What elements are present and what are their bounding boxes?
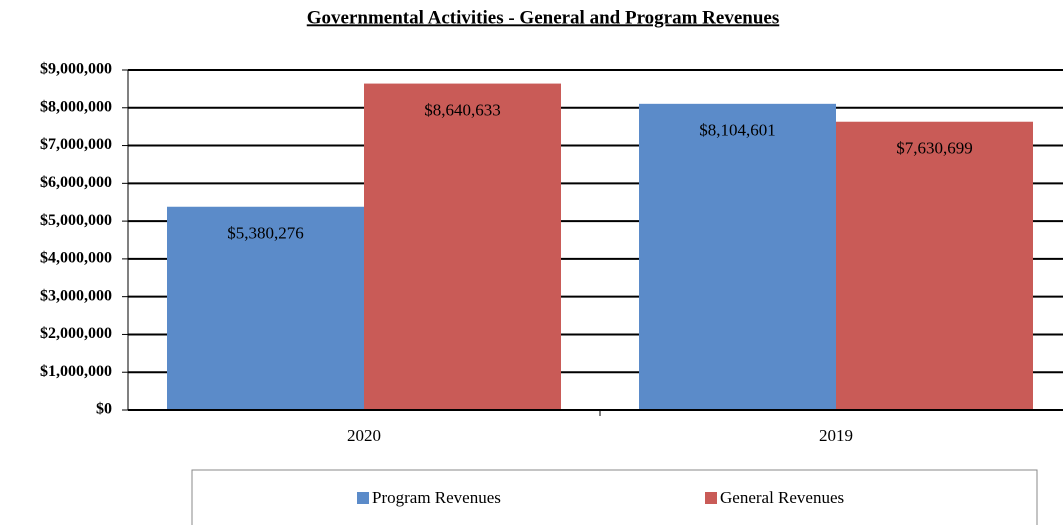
y-tick-label: $2,000,000 <box>40 325 112 342</box>
y-tick-label: $8,000,000 <box>40 98 112 115</box>
y-tick-label: $4,000,000 <box>40 250 112 267</box>
legend-swatch <box>357 492 369 504</box>
y-tick-label: $7,000,000 <box>40 136 112 153</box>
data-label: $5,380,276 <box>227 224 304 243</box>
y-tick-label: $3,000,000 <box>40 287 112 304</box>
legend-box <box>191 469 1038 530</box>
legend-swatch <box>705 492 717 504</box>
data-label: $8,104,601 <box>699 121 776 140</box>
x-tick-label: 2020 <box>347 426 381 445</box>
bar <box>364 83 561 411</box>
y-tick-label: $1,000,000 <box>40 363 112 380</box>
x-tick-label: 2019 <box>819 426 853 445</box>
bar <box>836 121 1033 410</box>
bar <box>167 206 364 410</box>
y-tick-label: $5,000,000 <box>40 212 112 229</box>
y-tick-label: $6,000,000 <box>40 174 112 191</box>
data-label: $8,640,633 <box>424 100 501 119</box>
bar <box>639 103 836 411</box>
legend-label: General Revenues <box>720 488 844 507</box>
legend-label: Program Revenues <box>372 488 501 507</box>
y-tick-label: $9,000,000 <box>40 61 112 78</box>
y-tick-label: $0 <box>96 401 112 418</box>
data-label: $7,630,699 <box>896 139 973 158</box>
chart-title: Governmental Activities - General and Pr… <box>307 7 779 28</box>
